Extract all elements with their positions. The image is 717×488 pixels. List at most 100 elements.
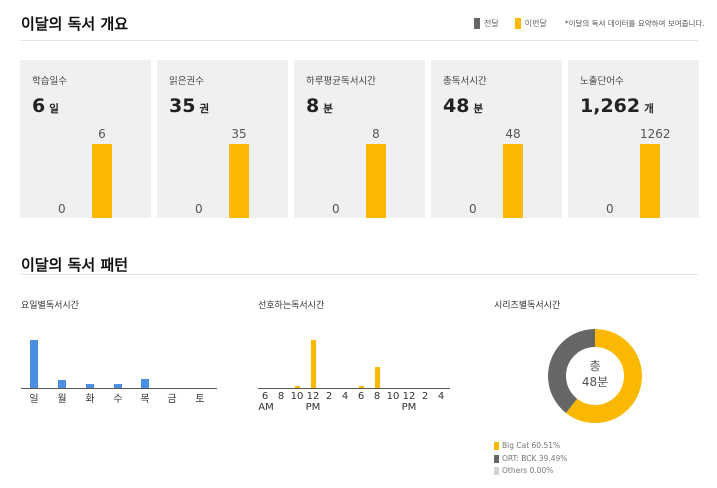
series-legend-label: Big Cat 60.51%	[502, 441, 561, 450]
by-hour-axis	[258, 388, 450, 389]
card-curr-bar	[366, 144, 386, 218]
series-legend-swatch	[494, 441, 499, 450]
card-books-read: 읽은권수 35 권 35 0	[157, 60, 288, 218]
by-series-chart-title: 시리즈별독서시간	[494, 301, 561, 311]
by-hour-bar	[295, 386, 300, 388]
card-label: 하루평균독서시간	[306, 76, 376, 87]
card-prev-number: 0	[606, 202, 614, 216]
card-value-unit: 분	[323, 103, 333, 115]
by-hour-tick-label: 2	[421, 391, 429, 402]
card-value-unit: 분	[473, 103, 484, 115]
card-value: 48 분	[443, 95, 483, 117]
series-legend-item: Big Cat 60.51%	[494, 441, 560, 450]
by-hour-tick-label: 10	[290, 391, 304, 402]
series-legend-swatch	[494, 466, 499, 475]
series-legend-swatch	[494, 454, 499, 463]
card-label: 노출단어수	[580, 76, 624, 87]
card-value: 1,262 개	[580, 95, 654, 117]
by-day-tick-label: 월	[57, 394, 67, 405]
legend-prev-swatch	[474, 18, 480, 29]
card-total-time: 총독서시간 48 분 48 0	[431, 60, 562, 218]
card-label: 총독서시간	[443, 76, 487, 87]
by-day-tick-label: 목	[140, 394, 150, 405]
card-value-unit: 개	[644, 103, 654, 115]
card-prev-number: 0	[58, 202, 66, 216]
card-curr-number: 1262	[640, 127, 671, 141]
legend-prev: 전달	[474, 18, 499, 29]
card-prev-number: 0	[469, 202, 477, 216]
legend-prev-label: 전달	[484, 19, 499, 28]
by-hour-tick-label: 2	[325, 391, 333, 402]
by-day-bar	[86, 384, 94, 388]
legend-curr-swatch	[514, 18, 521, 29]
by-hour-tick-label: 10	[386, 391, 400, 402]
series-legend-label: ORT: BCK 39.49%	[502, 454, 568, 463]
card-curr-number: 48	[505, 127, 521, 141]
card-prev-number: 0	[195, 202, 203, 216]
donut-center-label: 총 48분	[547, 358, 643, 390]
card-value-unit: 일	[49, 103, 59, 115]
by-day-bar	[58, 380, 66, 388]
by-hour-chart-title: 선호하는독서시간	[258, 301, 325, 311]
card-value: 35 권	[169, 95, 209, 117]
by-day-tick-label: 일	[29, 394, 39, 405]
card-curr-bar	[640, 144, 660, 218]
by-hour-tick-label: 12	[306, 391, 320, 402]
card-value-number: 6	[32, 95, 46, 117]
by-day-axis	[21, 388, 217, 389]
legend-curr-label: 이번달	[524, 19, 547, 28]
overview-legend: 전달 이번달 *이달의 독서 데이터를 요약하여 보여줍니다.	[474, 18, 705, 29]
by-day-tick-label: 화	[85, 394, 95, 405]
by-day-tick-label: 수	[113, 394, 123, 405]
by-day-bar	[30, 340, 38, 388]
by-hour-tick-label: 4	[341, 391, 349, 402]
card-label: 학습일수	[32, 76, 67, 87]
by-hour-bar	[311, 340, 316, 388]
card-exposed-words: 노출단어수 1,262 개 1262 0	[568, 60, 699, 218]
by-hour-tick-label: 4	[437, 391, 445, 402]
pattern-divider	[21, 274, 698, 275]
card-prev-number: 0	[332, 202, 340, 216]
by-hour-bar	[375, 367, 380, 388]
by-hour-tick-label: 8	[373, 391, 381, 402]
series-legend-label: Others 0.00%	[502, 466, 554, 475]
donut-segment	[548, 329, 642, 423]
overview-note: *이달의 독서 데이터를 요약하여 보여줍니다.	[564, 19, 705, 28]
by-day-chart-title: 요일별독서시간	[21, 301, 79, 311]
by-hour-bar	[359, 386, 364, 388]
card-value-number: 8	[306, 95, 320, 117]
by-hour-pm-label: PM	[305, 402, 321, 413]
card-curr-bar	[92, 144, 112, 218]
by-day-tick-label: 토	[195, 394, 205, 405]
by-hour-tick-label: 6	[261, 391, 269, 402]
card-label: 읽은권수	[169, 76, 204, 87]
card-value-number: 1,262	[580, 95, 641, 117]
card-curr-bar	[503, 144, 523, 218]
card-value-unit: 권	[199, 103, 210, 115]
overview-title: 이달의 독서 개요	[21, 15, 129, 33]
series-legend-item: ORT: BCK 39.49%	[494, 454, 567, 463]
card-value-number: 48	[443, 95, 470, 117]
pattern-title: 이달의 독서 패턴	[21, 256, 129, 274]
donut-center-line1: 총	[589, 359, 601, 373]
by-hour-tick-label: 6	[357, 391, 365, 402]
card-curr-number: 6	[98, 127, 106, 141]
by-hour-pm-label-2: PM	[401, 402, 417, 413]
by-day-tick-label: 금	[167, 394, 177, 405]
legend-curr: 이번달	[514, 18, 547, 29]
card-curr-number: 35	[231, 127, 247, 141]
series-donut-chart	[548, 329, 642, 423]
by-day-bar	[114, 384, 122, 388]
donut-center-total: 48분	[581, 375, 609, 389]
overview-divider	[21, 40, 698, 41]
card-curr-bar	[229, 144, 249, 218]
series-legend-item: Others 0.00%	[494, 466, 553, 475]
by-day-bar	[141, 379, 149, 388]
by-hour-tick-label: 8	[277, 391, 285, 402]
by-hour-tick-label: 12	[402, 391, 416, 402]
card-value-number: 35	[169, 95, 196, 117]
